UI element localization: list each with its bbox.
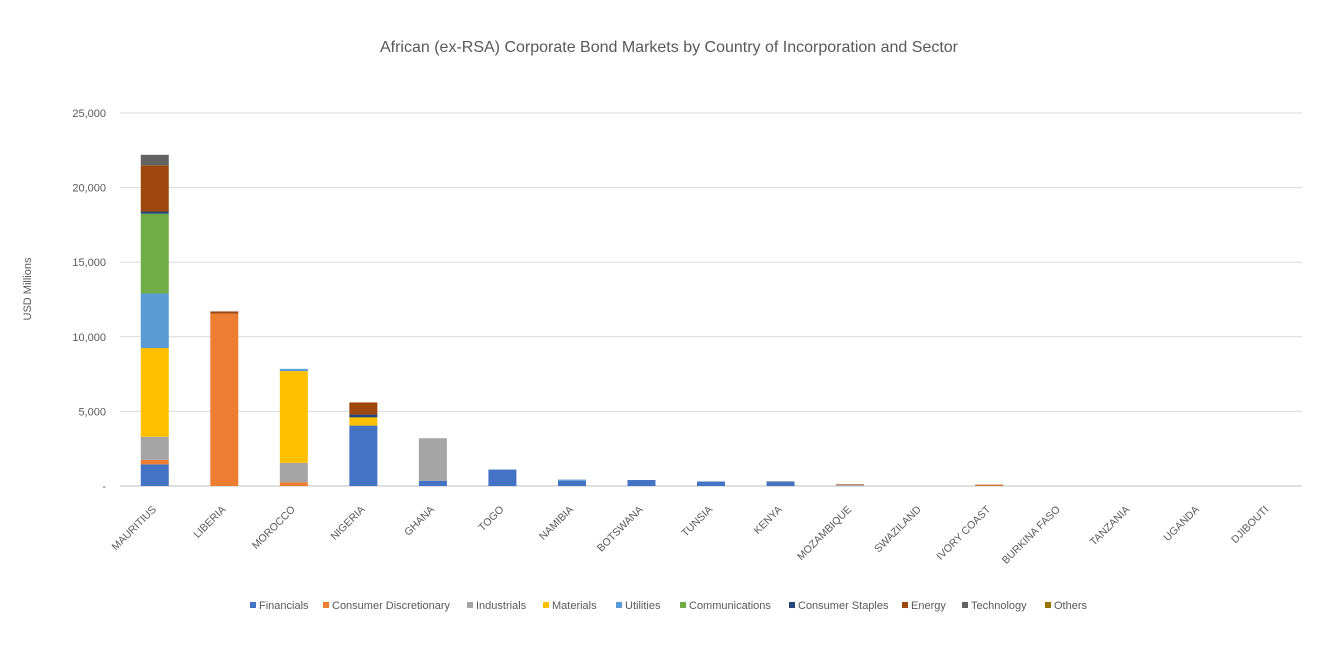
bar-segment-consumer-staples xyxy=(140,211,169,214)
x-tick-label: BURKINA FASO xyxy=(1000,504,1063,567)
bar-segment-consumer-discretionary xyxy=(140,459,169,465)
legend: Financials Consumer Discretionary Industri… xyxy=(250,600,1088,612)
bar-segment-industrials xyxy=(140,436,169,460)
x-tick-label: DJIBOUTI xyxy=(1229,504,1271,546)
bar-segment-materials xyxy=(140,347,169,437)
x-tick-label: UGANDA xyxy=(1162,504,1202,544)
legend-swatch xyxy=(616,602,622,608)
y-axis-label: USD Millions xyxy=(22,257,34,320)
y-tick-label: 10,000 xyxy=(72,332,106,344)
legend-swatch xyxy=(789,602,795,608)
bar-segment-consumer-discretionary xyxy=(279,482,308,486)
bar-segment-financials xyxy=(766,482,795,486)
x-tick-label: BOTSWANA xyxy=(595,504,646,555)
bar-segment-industrials xyxy=(836,484,865,486)
bar-segment-energy xyxy=(836,484,865,485)
bar-segment-financials xyxy=(697,481,725,486)
legend-label: Communications xyxy=(689,600,771,612)
x-tick-label: NAMIBIA xyxy=(537,504,576,543)
chart-title: African (ex-RSA) Corporate Bond Markets … xyxy=(380,39,959,56)
x-axis-ticks: MAURITIUS LIBERIA MOROCCO NIGERIA GHANA TOGO N… xyxy=(110,503,1272,566)
x-tick-label: TUNSIA xyxy=(679,504,715,540)
legend-swatch xyxy=(250,602,256,608)
legend-swatch xyxy=(902,602,908,608)
bar-segment-energy xyxy=(140,165,169,212)
legend-label: Technology xyxy=(971,600,1027,612)
legend-label: Consumer Discretionary xyxy=(332,600,450,612)
legend-swatch xyxy=(1045,602,1051,608)
x-tick-label: NIGERIA xyxy=(328,504,367,543)
bar-segment-materials xyxy=(349,417,378,426)
bar-segment-industrials xyxy=(418,438,447,481)
legend-label: Energy xyxy=(911,600,946,612)
x-tick-label: TOGO xyxy=(476,504,506,534)
bar-segment-communications xyxy=(140,213,169,294)
x-tick-label: LIBERIA xyxy=(191,504,228,541)
x-tick-label: MOROCCO xyxy=(250,504,298,552)
bar-segment-financials xyxy=(557,480,586,486)
bar-segment-industrials xyxy=(279,462,308,483)
bar-segment-materials xyxy=(279,371,308,463)
bar-segment-energy xyxy=(975,484,1004,486)
legend-label: Industrials xyxy=(476,600,527,612)
bar-segment-financials xyxy=(418,480,447,486)
bar-segment-financials xyxy=(140,464,169,486)
bar-segment-consumer-discretionary xyxy=(975,485,1004,486)
bar-segment-financials xyxy=(488,469,517,486)
legend-label: Financials xyxy=(259,600,309,612)
y-tick-label: 15,000 xyxy=(72,257,106,269)
bar-segment-energy xyxy=(210,311,239,314)
legend-label: Materials xyxy=(552,600,597,612)
bar-segment-utilities xyxy=(557,479,586,481)
y-tick-label: 5,000 xyxy=(78,406,106,418)
y-tick-label: - xyxy=(102,481,106,493)
bars xyxy=(140,154,1004,486)
legend-swatch xyxy=(962,602,968,608)
legend-label: Consumer Staples xyxy=(798,600,889,612)
bar-segment-utilities xyxy=(140,293,169,348)
bar-segment-consumer-discretionary xyxy=(210,313,239,486)
gridlines xyxy=(120,112,1302,487)
bar-segment-financials xyxy=(627,480,656,486)
bar-segment-consumer-staples xyxy=(349,414,378,418)
legend-swatch xyxy=(543,602,549,608)
bar-segment-financials xyxy=(349,425,378,486)
legend-label: Utilities xyxy=(625,600,661,612)
x-tick-label: MOZAMBIQUE xyxy=(795,504,854,563)
x-tick-label: SWAZILAND xyxy=(872,503,924,555)
legend-swatch xyxy=(680,602,686,608)
bar-segment-energy xyxy=(349,402,378,415)
bar-segment-consumer-staples xyxy=(766,481,795,483)
x-tick-label: IVORY COAST xyxy=(934,503,993,562)
legend-swatch xyxy=(323,602,329,608)
x-tick-label: MAURITIUS xyxy=(110,504,159,553)
bar-segment-utilities xyxy=(279,368,308,372)
y-axis-ticks: - 5,000 10,000 15,000 20,000 25,000 xyxy=(72,108,106,493)
legend-swatch xyxy=(467,602,473,608)
legend-label: Others xyxy=(1054,600,1088,612)
x-tick-label: KENYA xyxy=(752,504,785,537)
y-tick-label: 20,000 xyxy=(72,183,106,195)
y-tick-label: 25,000 xyxy=(72,108,106,120)
x-tick-label: TANZANIA xyxy=(1088,504,1133,549)
x-tick-label: GHANA xyxy=(402,504,437,539)
bar-segment-technology xyxy=(140,154,169,166)
